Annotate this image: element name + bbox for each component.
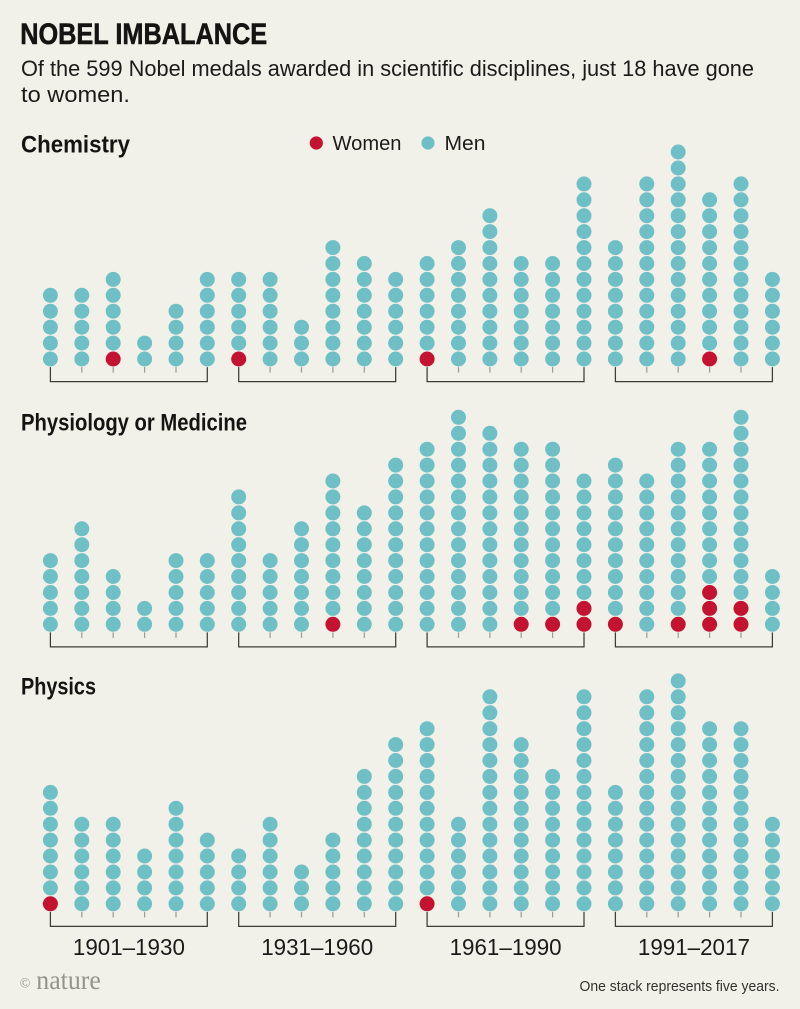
svg-text:1931–1960: 1931–1960 <box>261 934 373 960</box>
svg-text:1991–2017: 1991–2017 <box>638 934 750 960</box>
svg-text:1901–1930: 1901–1930 <box>73 934 185 960</box>
svg-text:Men: Men <box>445 133 486 155</box>
svg-text:nature: nature <box>36 965 101 995</box>
svg-text:Physics: Physics <box>21 674 96 701</box>
svg-text:1961–1990: 1961–1990 <box>450 934 562 960</box>
svg-text:to women.: to women. <box>21 82 130 107</box>
svg-text:NOBEL IMBALANCE: NOBEL IMBALANCE <box>20 19 267 51</box>
svg-text:Of the 599 Nobel medals awarde: Of the 599 Nobel medals awarded in scien… <box>21 56 754 81</box>
svg-text:Physiology or Medicine: Physiology or Medicine <box>21 410 247 437</box>
svg-text:Chemistry: Chemistry <box>21 132 131 159</box>
svg-text:One stack represents five year: One stack represents five years. <box>580 978 780 995</box>
svg-text:©: © <box>20 976 31 991</box>
svg-text:Women: Women <box>333 133 402 155</box>
